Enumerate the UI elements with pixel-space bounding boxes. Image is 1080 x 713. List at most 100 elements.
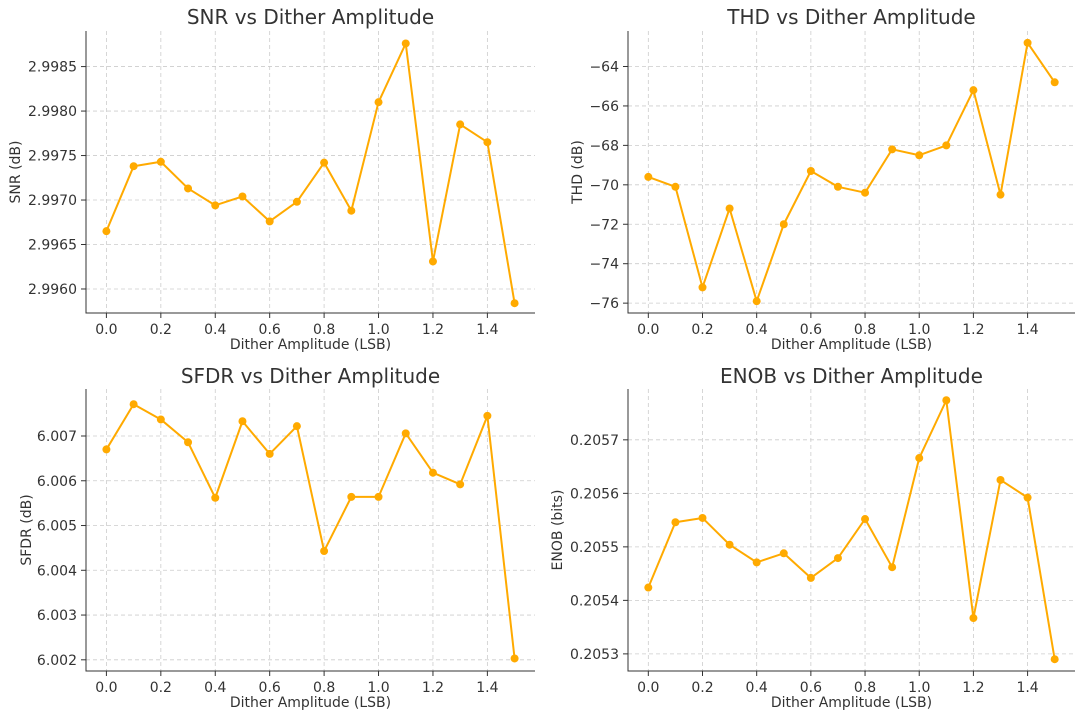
x-tick-label: 1.4 bbox=[1016, 680, 1038, 696]
x-tick-label: 0.8 bbox=[313, 322, 335, 338]
x-tick-label: 1.4 bbox=[476, 322, 498, 338]
data-point bbox=[510, 654, 519, 663]
y-tick-label: 0.2054 bbox=[570, 593, 619, 609]
data-point bbox=[779, 549, 788, 558]
data-point bbox=[888, 145, 897, 154]
series-line bbox=[105, 403, 516, 659]
x-tick-label: 0.8 bbox=[313, 680, 335, 696]
x-tick-label: 1.0 bbox=[367, 322, 389, 338]
x-tick-label: 1.0 bbox=[367, 680, 389, 696]
axes-spine bbox=[627, 31, 1075, 314]
data-point bbox=[102, 445, 111, 454]
data-point bbox=[211, 493, 220, 502]
data-point bbox=[156, 157, 165, 166]
data-point bbox=[292, 422, 301, 431]
y-axis-label: THD (dB) bbox=[570, 140, 586, 205]
y-axis-label: ENOB (bits) bbox=[550, 490, 566, 571]
y-tick-label: 2.9965 bbox=[28, 238, 77, 254]
data-point bbox=[915, 454, 924, 463]
y-tick-label: −72 bbox=[589, 217, 619, 233]
data-point bbox=[456, 480, 465, 489]
data-point bbox=[806, 167, 815, 176]
data-point bbox=[671, 518, 680, 527]
y-tick-label: −66 bbox=[589, 99, 619, 115]
axes-spine bbox=[85, 389, 535, 672]
y-tick-label: 2.9970 bbox=[28, 193, 77, 209]
y-tick-label: 6.006 bbox=[37, 474, 77, 490]
x-tick-label: 1.2 bbox=[962, 680, 984, 696]
x-tick-label: 0.6 bbox=[259, 322, 281, 338]
data-point bbox=[996, 475, 1005, 484]
data-point bbox=[184, 438, 193, 447]
y-tick-label: 6.007 bbox=[37, 429, 77, 445]
series-line bbox=[647, 41, 1056, 303]
data-point bbox=[374, 98, 383, 107]
x-tick-label: 0.0 bbox=[637, 680, 659, 696]
y-tick-label: −76 bbox=[589, 296, 619, 312]
data-point bbox=[184, 184, 193, 193]
data-point bbox=[1023, 493, 1032, 502]
data-point bbox=[1050, 655, 1059, 664]
x-tick-label: 0.4 bbox=[204, 322, 226, 338]
y-tick-label: 2.9975 bbox=[28, 149, 77, 165]
data-point bbox=[725, 540, 734, 549]
axes-spine bbox=[627, 389, 1075, 672]
x-axis-label: Dither Amplitude (LSB) bbox=[771, 695, 932, 711]
data-point bbox=[833, 554, 842, 563]
data-point bbox=[129, 400, 138, 409]
chart-panel-sfdr: 0.0 0.2 0.4 0.6 0.8 1.0 1.2 1.4 6.002 6.003 6.004 6… bbox=[19, 364, 535, 711]
x-tick-label: 0.0 bbox=[637, 322, 659, 338]
data-point bbox=[428, 468, 437, 477]
x-tick-label: 0.2 bbox=[691, 680, 713, 696]
y-tick-label: 6.005 bbox=[37, 519, 77, 535]
x-tick-label: 1.4 bbox=[1016, 322, 1038, 338]
data-point bbox=[915, 151, 924, 160]
data-point bbox=[428, 257, 437, 266]
data-point bbox=[320, 158, 329, 167]
chart-panel-snr: 0.0 0.2 0.4 0.6 0.8 1.0 1.2 1.4 2.9960 2.9965 2.99… bbox=[8, 5, 535, 353]
x-tick-label: 0.2 bbox=[150, 322, 172, 338]
x-tick-label: 0.6 bbox=[800, 322, 822, 338]
data-point bbox=[752, 297, 761, 306]
data-point bbox=[292, 197, 301, 206]
data-point bbox=[644, 583, 653, 592]
x-tick-label: 0.6 bbox=[259, 680, 281, 696]
x-tick-label: 1.0 bbox=[908, 680, 930, 696]
data-point bbox=[211, 201, 220, 210]
data-point bbox=[238, 192, 247, 201]
y-tick-label: 0.2055 bbox=[570, 540, 619, 556]
data-point bbox=[510, 299, 519, 308]
y-tick-label: −74 bbox=[589, 257, 619, 273]
data-point bbox=[374, 492, 383, 501]
y-tick-label: −64 bbox=[589, 59, 619, 75]
y-tick-label: 6.002 bbox=[37, 653, 77, 669]
data-point bbox=[401, 39, 410, 48]
data-point bbox=[347, 206, 356, 215]
data-point bbox=[725, 204, 734, 213]
data-point bbox=[320, 547, 329, 556]
x-tick-label: 0.8 bbox=[854, 322, 876, 338]
y-tick-label: 2.9980 bbox=[28, 104, 77, 120]
y-tick-label: 6.004 bbox=[37, 563, 77, 579]
data-point bbox=[969, 614, 978, 623]
y-tick-label: 6.003 bbox=[37, 608, 77, 624]
x-tick-label: 0.0 bbox=[95, 322, 117, 338]
x-tick-label: 1.0 bbox=[908, 322, 930, 338]
data-point bbox=[779, 220, 788, 229]
x-tick-label: 1.4 bbox=[476, 680, 498, 696]
x-axis-label: Dither Amplitude (LSB) bbox=[230, 695, 391, 711]
y-tick-label: 2.9960 bbox=[28, 282, 77, 298]
data-point bbox=[265, 217, 274, 226]
chart-title: ENOB vs Dither Amplitude bbox=[720, 364, 983, 388]
data-point bbox=[969, 86, 978, 95]
chart-title: SNR vs Dither Amplitude bbox=[187, 5, 434, 29]
chart-panel-thd: 0.0 0.2 0.4 0.6 0.8 1.0 1.2 1.4 −76 −74 −72 −70 −68 −… bbox=[570, 5, 1075, 353]
data-point bbox=[671, 182, 680, 191]
data-point bbox=[401, 429, 410, 438]
data-point bbox=[129, 162, 138, 171]
x-tick-label: 0.4 bbox=[204, 680, 226, 696]
data-point bbox=[996, 190, 1005, 199]
data-point bbox=[698, 283, 707, 292]
data-point bbox=[1050, 78, 1059, 87]
